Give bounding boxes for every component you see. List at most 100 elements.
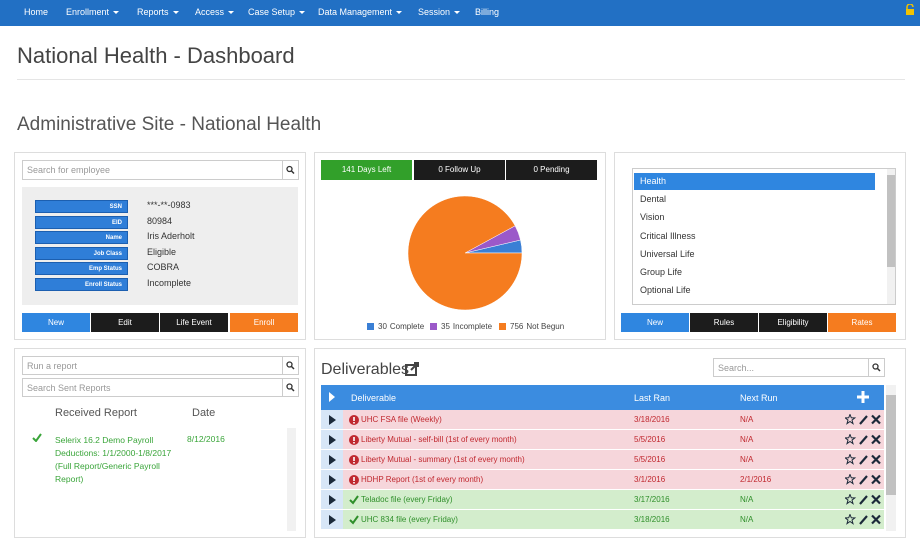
legend-swatch (367, 323, 374, 330)
action-button[interactable]: Edit (91, 313, 159, 332)
edit-icon (859, 475, 868, 485)
table-row (321, 430, 884, 450)
button-frame (282, 160, 299, 180)
benefit-list (632, 168, 896, 305)
next-run: N/A (740, 435, 754, 444)
add-icon[interactable] (855, 389, 871, 405)
nav-item[interactable]: Access (195, 7, 234, 17)
next-run: 2/1/2016 (740, 475, 772, 484)
delete-icon (871, 474, 881, 485)
error-icon[interactable] (349, 435, 359, 445)
expand-row[interactable] (329, 475, 336, 485)
legend-value: 756 (510, 322, 524, 331)
legend-label: Not Begun (526, 322, 565, 331)
next-run: N/A (740, 415, 754, 424)
lock-icon[interactable] (903, 4, 915, 16)
legend-item: 30 Complete (367, 322, 424, 331)
search-button[interactable] (282, 356, 299, 375)
deliverable-name[interactable]: HDHP Report (1st of every month) (361, 475, 484, 484)
check-icon[interactable] (349, 495, 359, 505)
error-mark (353, 422, 355, 424)
table-row (321, 490, 884, 510)
employee-search[interactable]: Search for employee (22, 160, 283, 180)
nav-item[interactable]: Billing (475, 7, 500, 17)
last-ran: 5/5/2016 (634, 455, 666, 464)
check-icon[interactable] (349, 515, 359, 525)
action-button[interactable]: Life Event (160, 313, 228, 332)
row-actions[interactable] (845, 454, 883, 466)
benefit-item[interactable]: Group Life (640, 267, 683, 277)
benefit-item[interactable]: Vision (640, 212, 665, 223)
expand-row[interactable] (329, 435, 336, 445)
action-button[interactable]: Rates (828, 313, 896, 332)
row-actions[interactable] (845, 414, 883, 426)
last-ran: 3/18/2016 (634, 415, 670, 424)
row-actions[interactable] (845, 434, 883, 446)
nav-item[interactable]: Case Setup (248, 7, 305, 17)
field-label: EID (35, 215, 128, 229)
expand-all[interactable] (328, 392, 336, 402)
status-tab[interactable]: 141 Days Left (321, 160, 412, 180)
error-icon[interactable] (349, 415, 359, 425)
check (32, 433, 42, 442)
magnifier (290, 387, 295, 392)
row-actions[interactable] (845, 514, 883, 526)
deliverable-name[interactable]: Teladoc file (every Friday) (361, 495, 453, 504)
status-tab[interactable]: 0 Follow Up (414, 160, 505, 180)
nav-item[interactable]: Session (418, 7, 460, 17)
star-icon (845, 474, 857, 485)
benefit-item[interactable]: Health (640, 176, 667, 186)
action-button[interactable]: Rules (690, 313, 758, 332)
deliverable-name[interactable]: UHC 834 file (every Friday) (361, 515, 458, 524)
check-icon[interactable] (32, 433, 42, 442)
nav-item[interactable]: Home (24, 7, 49, 17)
deliverable-name[interactable]: Liberty Mutual - self-bill (1st of every… (361, 435, 517, 444)
error-icon[interactable] (349, 475, 359, 485)
edit-icon (859, 515, 868, 525)
error-icon[interactable] (349, 455, 359, 465)
legend-item: 35 Incomplete (430, 322, 492, 331)
magnifier (872, 363, 879, 370)
nav-item[interactable]: Data Management (318, 7, 402, 17)
benefit-item[interactable]: Critical Illness (640, 230, 696, 241)
nav-item[interactable]: Reports (137, 7, 179, 17)
report-name[interactable]: Selerix 16.2 Demo Payroll Deductions: 1/… (55, 435, 172, 484)
action-button[interactable]: Eligibility (759, 313, 827, 332)
action-button[interactable]: New (621, 313, 689, 332)
expand-row[interactable] (329, 415, 336, 425)
field-label: Enroll Status (35, 278, 128, 291)
field-value: COBRA (147, 262, 180, 273)
row-actions[interactable] (845, 494, 883, 506)
row-actions[interactable] (845, 474, 883, 486)
check (349, 495, 359, 505)
field-label: Job Class (35, 246, 128, 260)
status-tab[interactable]: 0 Pending (506, 160, 597, 180)
expand-row[interactable] (329, 495, 336, 505)
external-link-icon[interactable] (405, 362, 419, 376)
delete-icon (871, 494, 881, 505)
search-button[interactable] (868, 358, 885, 377)
table-row (321, 450, 884, 470)
benefit-item[interactable]: Optional Life (640, 285, 691, 296)
deliverable-name[interactable]: UHC FSA file (Weekly) (361, 415, 442, 424)
column-header: Last Ran (634, 393, 671, 403)
deliverable-name[interactable]: Liberty Mutual - summary (1st of every m… (361, 455, 525, 464)
field-value: Eligible (147, 246, 177, 257)
expand-row[interactable] (329, 455, 336, 465)
search-sent[interactable]: Search Sent Reports (22, 378, 283, 397)
run-report[interactable]: Run a report (22, 356, 283, 375)
benefit-item[interactable]: Universal Life (640, 248, 695, 259)
error-mark (353, 482, 355, 484)
delete-icon (871, 514, 881, 525)
nav-item[interactable]: Enrollment (66, 7, 119, 17)
expand-row[interactable] (329, 515, 336, 525)
star-icon (845, 514, 857, 525)
action-button[interactable]: Enroll (230, 313, 298, 332)
selected-row[interactable] (634, 173, 875, 190)
benefit-item[interactable]: Dental (640, 194, 667, 205)
search-button[interactable] (282, 160, 299, 180)
next-run: N/A (740, 455, 754, 464)
search-button[interactable] (282, 378, 299, 397)
deliverable-search[interactable]: Search... (713, 358, 869, 377)
action-button[interactable]: New (22, 313, 90, 332)
